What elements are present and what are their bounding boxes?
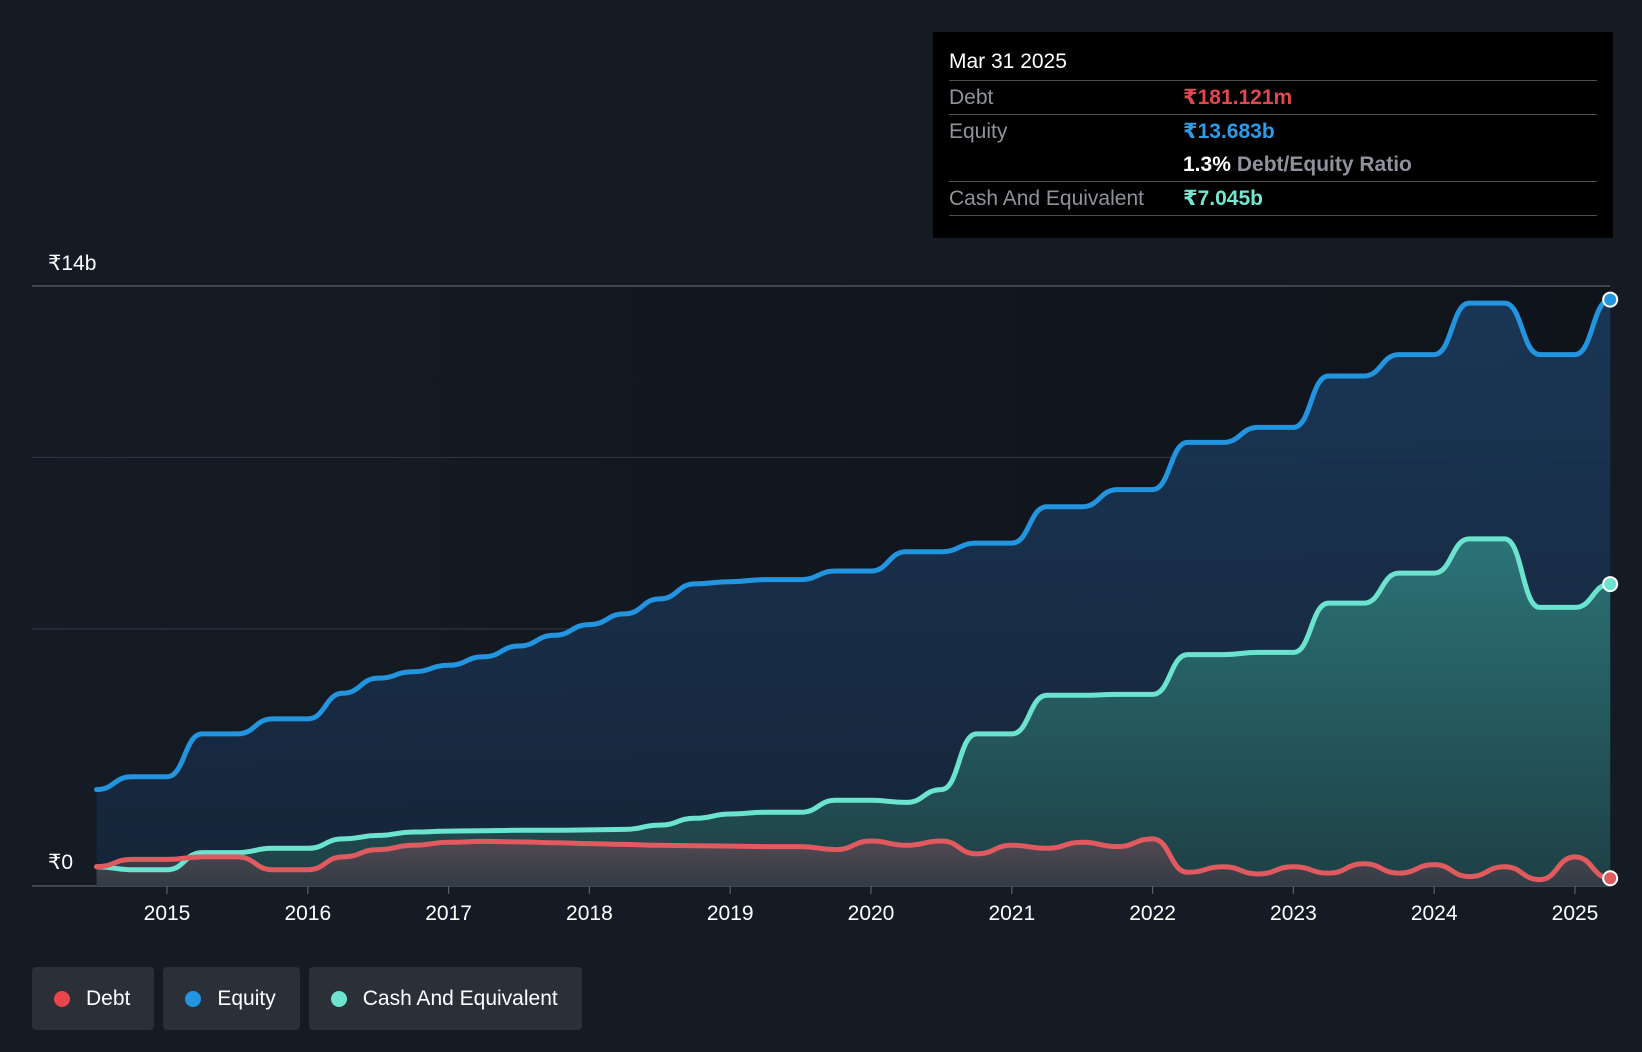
tooltip-equity-value: ₹13.683b (1183, 120, 1275, 143)
legend-item-debt[interactable]: Debt (32, 967, 155, 1030)
x-tick-label: 2021 (988, 902, 1035, 925)
legend-equity-label: Equity (217, 986, 276, 1010)
legend-cash-label: Cash And Equivalent (362, 986, 558, 1010)
equity-dot-icon (185, 990, 202, 1007)
tooltip-debt-value: ₹181.121m (1183, 86, 1293, 109)
debt-line (94, 836, 1613, 883)
series-lines (94, 297, 1613, 883)
debt-dot-icon (54, 990, 70, 1007)
end-markers (1602, 291, 1619, 887)
equity-end-marker (1602, 291, 1619, 308)
tooltip-debt-label: Debt (949, 86, 994, 109)
tooltip-cash-row: Cash And Equivalent ₹7.045b (949, 182, 1597, 216)
x-tick-label: 2017 (425, 902, 472, 925)
cash-area (96, 538, 1611, 886)
y-zero-label: ₹0 (48, 851, 73, 874)
tooltip-panel: Mar 31 2025 Debt ₹181.121m Equity ₹13.68… (933, 32, 1613, 238)
x-tick-label: 2019 (707, 902, 754, 925)
tooltip-cash-value: ₹7.045b (1183, 187, 1263, 210)
x-tick-label: 2020 (848, 902, 895, 925)
cash-dot-icon (330, 990, 347, 1007)
x-axis-ticks: 2015 2016 2017 2018 2019 2020 2021 2022 2023 2024… (144, 886, 1599, 925)
tooltip-cash-label: Cash And Equivalent (949, 187, 1144, 210)
x-tick-label: 2024 (1411, 902, 1458, 925)
tooltip-ratio-label: Debt/Equity Ratio (1236, 153, 1412, 176)
tooltip-debt-row: Debt ₹181.121m (949, 81, 1597, 115)
debt-area (96, 838, 1611, 886)
tooltip-ratio-value: 1.3% (1183, 153, 1231, 176)
x-tick-label: 2025 (1552, 902, 1599, 925)
x-tick-label: 2023 (1270, 902, 1317, 925)
legend-debt-label: Debt (86, 986, 131, 1010)
y-axis-ticks: ₹14b ₹0 (48, 252, 96, 874)
cash-line (94, 536, 1613, 873)
x-tick-label: 2018 (566, 902, 613, 925)
equity-line (94, 297, 1613, 793)
y-max-label: ₹14b (48, 252, 96, 275)
debt-end-marker (1602, 870, 1619, 887)
tooltip-equity-row: Equity ₹13.683b (949, 115, 1597, 148)
legend-item-equity[interactable]: Equity (163, 967, 300, 1030)
legend-item-cash[interactable]: Cash And Equivalent (308, 967, 582, 1030)
tooltip-date: Mar 31 2025 (949, 46, 1597, 81)
series-areas (96, 299, 1611, 887)
cash-end-marker (1602, 576, 1619, 593)
x-tick-label: 2022 (1129, 902, 1176, 925)
x-tick-label: 2016 (284, 902, 331, 925)
chart-legend: Debt Equity Cash And Equivalent (32, 967, 582, 1030)
tooltip-equity-label: Equity (949, 120, 1008, 143)
x-tick-label: 2015 (144, 902, 191, 925)
tooltip-ratio-row: 1.3% Debt/Equity Ratio (949, 148, 1597, 182)
